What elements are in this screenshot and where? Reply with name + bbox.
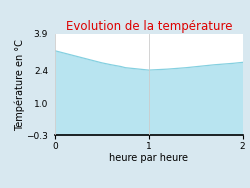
Title: Evolution de la température: Evolution de la température xyxy=(66,20,232,33)
X-axis label: heure par heure: heure par heure xyxy=(109,153,188,163)
Y-axis label: Température en °C: Température en °C xyxy=(14,39,25,130)
